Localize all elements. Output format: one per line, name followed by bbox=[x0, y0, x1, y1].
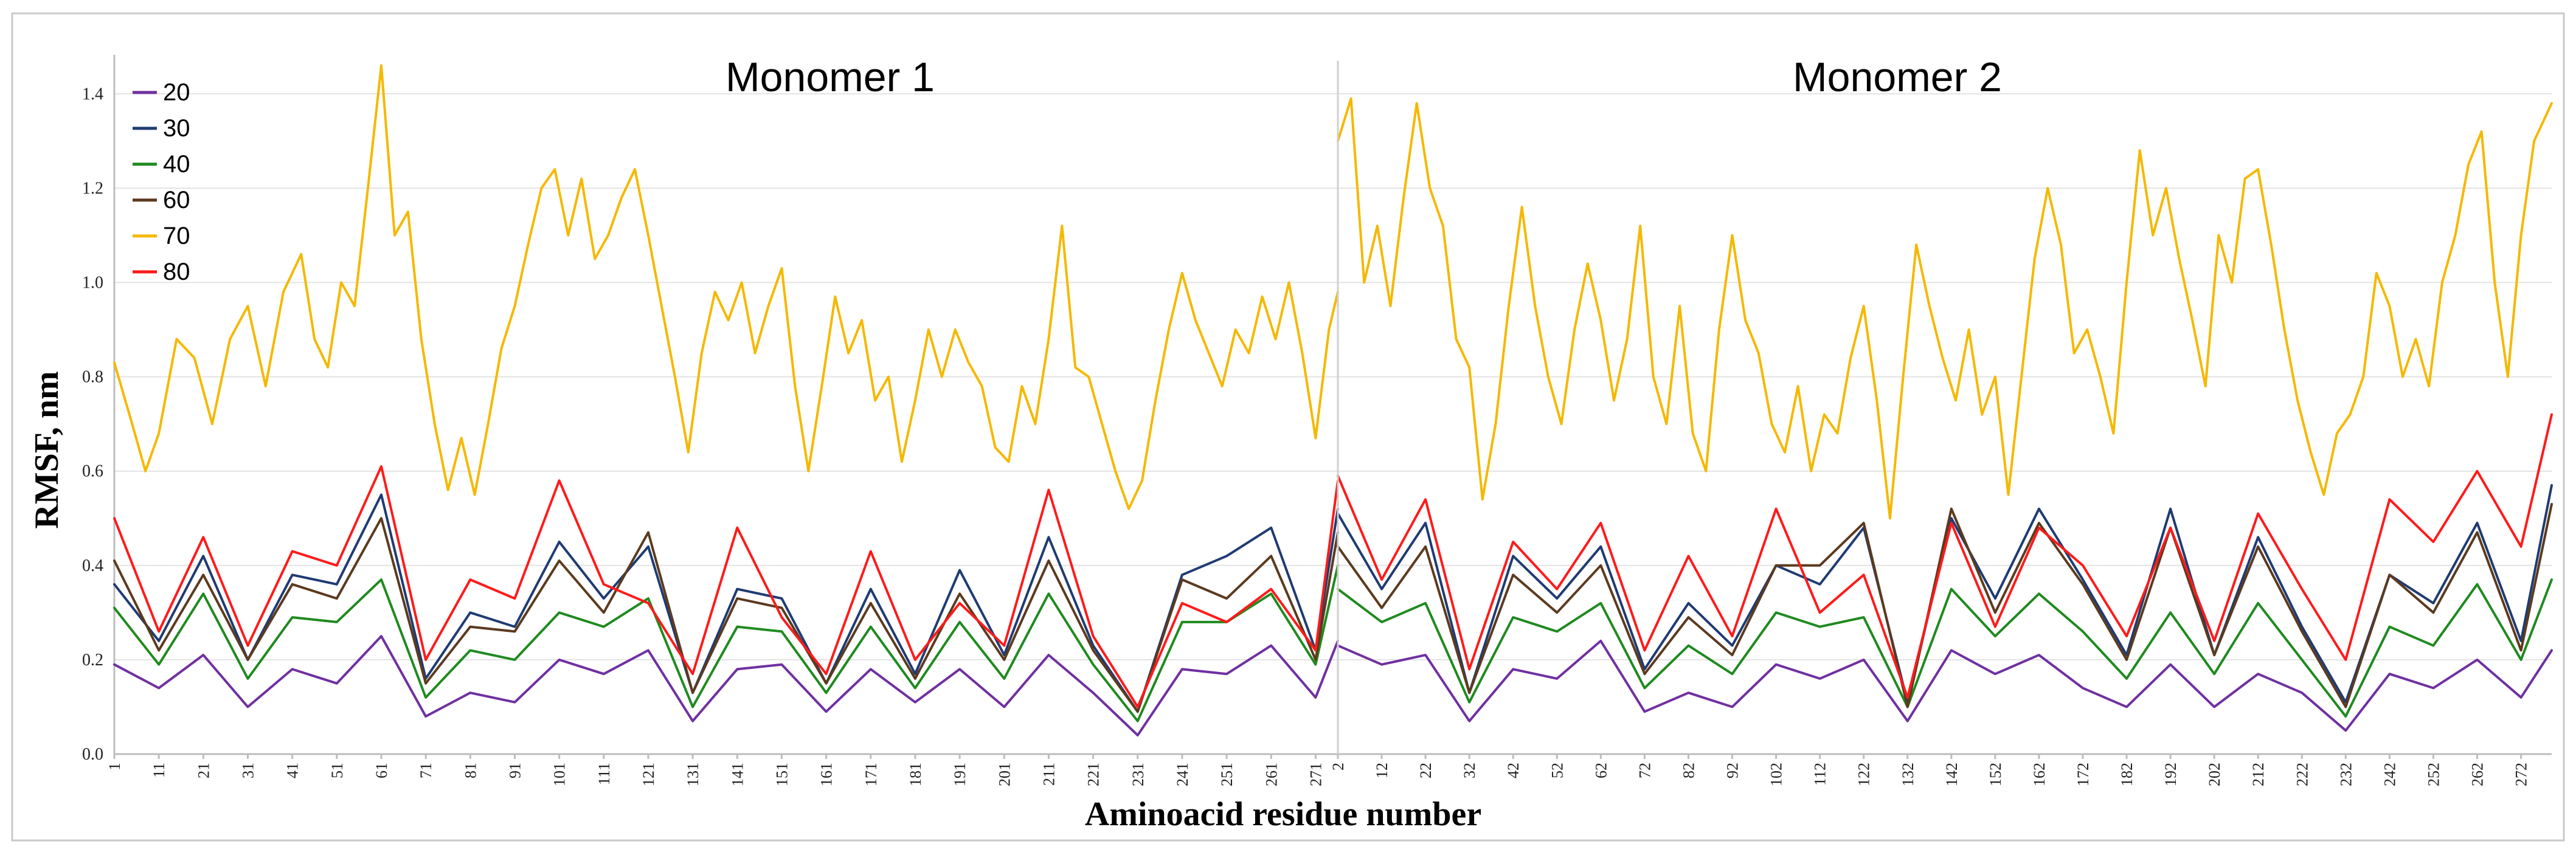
chart-frame bbox=[11, 12, 2565, 842]
x-tick-label: 172 bbox=[2074, 763, 2092, 786]
x-tick-label: 202 bbox=[2206, 763, 2223, 786]
series-line-20-monomer1 bbox=[113, 635, 1339, 736]
x-tick-label: 122 bbox=[1855, 763, 1873, 786]
x-tick-label: 132 bbox=[1899, 763, 1917, 786]
x-tick-label: 41 bbox=[284, 763, 302, 778]
y-tick-label: 0.2 bbox=[82, 651, 103, 670]
x-tick-label: 272 bbox=[2513, 763, 2530, 786]
legend: 20 30 40 60 70 80 bbox=[133, 79, 190, 285]
series-line-40-monomer2 bbox=[1337, 578, 2553, 718]
series-line-80-monomer2 bbox=[1337, 413, 2553, 699]
series-line-60-monomer1 bbox=[113, 517, 1339, 713]
x-tick-label: 91 bbox=[506, 763, 524, 778]
x-tick-label: 221 bbox=[1085, 763, 1103, 786]
x-tick-label: 71 bbox=[417, 763, 435, 778]
x-tick-label: 82 bbox=[1680, 763, 1697, 778]
x-tick-label: 21 bbox=[195, 763, 212, 778]
y-tick-label: 1.4 bbox=[82, 85, 103, 103]
x-tick-label: 51 bbox=[328, 763, 346, 778]
y-tick-label: 0.4 bbox=[82, 556, 103, 575]
x-tick-label: 142 bbox=[1943, 763, 1961, 786]
x-tick-label: 141 bbox=[729, 763, 746, 786]
x-tick-label: 151 bbox=[773, 763, 791, 786]
x-tick-label: 152 bbox=[1987, 763, 2004, 786]
panel-title-monomer-2: Monomer 2 bbox=[1793, 54, 2002, 100]
x-tick-label: 31 bbox=[239, 763, 257, 778]
y-tick-label: 0.6 bbox=[82, 462, 103, 481]
x-tick-label: 111 bbox=[595, 763, 613, 785]
legend-label-80: 80 bbox=[163, 258, 190, 285]
x-tick-label: 212 bbox=[2249, 763, 2267, 786]
series-line-20-monomer2 bbox=[1337, 639, 2553, 732]
x-tick-label: 241 bbox=[1174, 763, 1191, 786]
x-tick-label: 92 bbox=[1724, 763, 1742, 778]
axes bbox=[113, 55, 2552, 755]
legend-label-70: 70 bbox=[163, 223, 190, 249]
x-tick-label: 262 bbox=[2469, 763, 2487, 786]
x-tick-label: 222 bbox=[2293, 763, 2311, 786]
x-tick-label: 32 bbox=[1461, 763, 1478, 778]
x-tick-label: 251 bbox=[1218, 763, 1236, 786]
x-tick-label: 211 bbox=[1040, 763, 1058, 786]
series-line-80-monomer1 bbox=[113, 465, 1339, 708]
series-lines bbox=[113, 64, 2553, 736]
x-tick-label: 11 bbox=[150, 763, 168, 778]
x-tick-label: 162 bbox=[2031, 763, 2048, 786]
x-tick-label: 261 bbox=[1262, 763, 1280, 786]
x-tick-label: 1 bbox=[106, 763, 123, 771]
x-tick-label: 191 bbox=[951, 763, 969, 786]
y-tick-label: 0.8 bbox=[82, 368, 103, 387]
x-tick-label: 72 bbox=[1636, 763, 1653, 778]
series-line-60-monomer2 bbox=[1337, 503, 2553, 708]
x-tick-label: 201 bbox=[995, 763, 1013, 786]
y-tick-label: 1.2 bbox=[82, 179, 103, 198]
x-tick-label: 252 bbox=[2425, 763, 2442, 786]
x-tick-label: 101 bbox=[551, 763, 569, 786]
x-tick-label: 12 bbox=[1373, 763, 1391, 778]
x-tick-label: 192 bbox=[2162, 763, 2180, 786]
series-line-70-monomer2 bbox=[1337, 97, 2553, 520]
x-axis-label: Aminoacid residue number bbox=[1085, 795, 1481, 833]
x-tick-label: 121 bbox=[640, 763, 657, 786]
y-tick-label: 0.0 bbox=[82, 745, 103, 764]
x-tick-label: 131 bbox=[684, 763, 702, 786]
x-tick-label: 81 bbox=[462, 763, 479, 778]
panel-title-monomer-1: Monomer 1 bbox=[725, 54, 935, 100]
x-tick-label: 181 bbox=[907, 763, 924, 786]
x-tick-label: 232 bbox=[2337, 763, 2355, 786]
x-tick-label: 231 bbox=[1129, 763, 1147, 786]
x-tick-label: 161 bbox=[818, 763, 836, 786]
x-tick-label: 112 bbox=[1812, 763, 1829, 786]
legend-label-60: 60 bbox=[163, 187, 190, 213]
x-tick-label: 42 bbox=[1504, 763, 1522, 778]
series-line-70-monomer1 bbox=[113, 64, 1339, 510]
legend-label-20: 20 bbox=[163, 79, 190, 106]
x-tick-label: 61 bbox=[373, 763, 390, 778]
x-tick-label: 271 bbox=[1307, 763, 1324, 786]
x-tick-label: 171 bbox=[862, 763, 880, 786]
x-tick-label: 2 bbox=[1329, 763, 1347, 771]
y-tick-labels: 0.0 0.2 0.4 0.6 0.8 1.0 1.2 1.4 bbox=[82, 85, 103, 764]
y-tick-label: 1.0 bbox=[82, 273, 103, 292]
x-tick-label: 62 bbox=[1592, 763, 1610, 778]
y-axis-label: RMSF, nm bbox=[28, 371, 66, 528]
x-tick-labels: 1 11 21 31 41 51 61 71 81 91 101 111 121 131 141 151 161… bbox=[106, 754, 2530, 786]
x-tick-label: 52 bbox=[1548, 763, 1566, 778]
x-tick-label: 22 bbox=[1417, 763, 1435, 778]
x-tick-label: 242 bbox=[2381, 763, 2398, 786]
series-line-40-monomer1 bbox=[113, 564, 1339, 722]
x-tick-label: 102 bbox=[1768, 763, 1785, 786]
x-tick-label: 182 bbox=[2118, 763, 2136, 786]
legend-label-40: 40 bbox=[163, 151, 190, 178]
legend-label-30: 30 bbox=[163, 115, 190, 142]
